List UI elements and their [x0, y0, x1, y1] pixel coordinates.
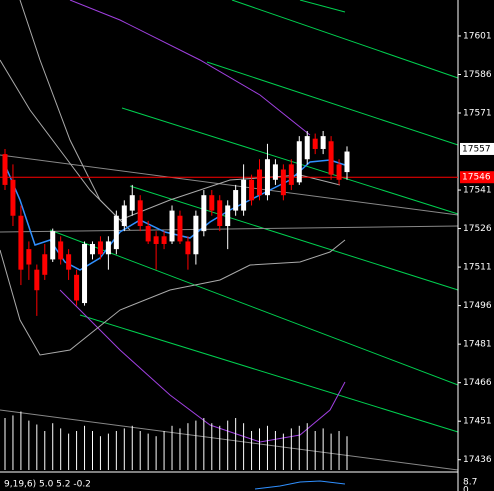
last-price-label: 17557: [462, 144, 491, 154]
indicator-lines: [0, 0, 459, 471]
candle-body: [50, 231, 56, 260]
marker-price-label: 17546: [462, 173, 491, 183]
candle-body: [121, 205, 127, 227]
candle-body: [193, 215, 199, 255]
indicator-line: [254, 480, 346, 490]
candle-body: [161, 236, 167, 244]
candle-body: [34, 269, 40, 291]
candle-body: [82, 243, 88, 304]
y-tick-label: 17541: [463, 186, 492, 196]
candle-body: [257, 169, 263, 196]
candle-body: [169, 210, 175, 242]
y-tick-label: 17451: [463, 417, 492, 427]
candle-body: [74, 274, 80, 301]
candle-body: [89, 243, 95, 255]
y-tick-label: 17496: [463, 301, 492, 311]
candle-body: [42, 254, 48, 275]
candle-body: [336, 164, 342, 180]
candle-body: [304, 136, 310, 160]
candle-body: [66, 254, 72, 270]
y-tick-label: 17571: [463, 109, 492, 119]
candle-body: [2, 154, 8, 185]
candle-body: [105, 241, 111, 255]
candle-body: [328, 141, 334, 175]
channel-lines: [49, 0, 459, 433]
y-tick-label: 17511: [463, 263, 492, 273]
candle-body: [241, 179, 247, 211]
indicator-tick-label: 8.7: [463, 478, 477, 488]
candle-body: [296, 141, 302, 183]
y-tick-label: 17466: [463, 378, 492, 388]
y-tick-label: 17481: [463, 340, 492, 350]
candle-body: [177, 215, 183, 242]
candle-body: [18, 215, 24, 270]
y-tick-label: 17586: [463, 70, 492, 80]
candle-body: [225, 205, 231, 227]
candle-body: [137, 200, 143, 227]
candle-body: [344, 151, 350, 173]
candle-body: [129, 195, 135, 211]
candle-body: [280, 169, 286, 196]
candle-body: [209, 195, 215, 211]
candle-body: [264, 159, 270, 196]
candle-body: [26, 249, 32, 265]
marker-box: [460, 171, 494, 184]
candle-body: [320, 136, 326, 149]
candle-body: [201, 195, 207, 232]
candle-body: [145, 226, 151, 242]
candle-body: [153, 236, 159, 244]
candle-body: [233, 190, 239, 211]
indicator-tick-label: 0: [463, 486, 469, 491]
candle-body: [288, 164, 294, 185]
y-tick-label: 17436: [463, 455, 492, 465]
y-tick-label: 17601: [463, 31, 492, 41]
candle-body: [97, 241, 103, 255]
candle-body: [58, 241, 64, 260]
y-tick-label: 17526: [463, 224, 492, 234]
candle-body: [185, 241, 191, 255]
candle-body: [113, 215, 119, 250]
candle-body: [10, 179, 16, 216]
candle-body: [312, 138, 318, 149]
last-price-box: [460, 142, 494, 155]
indicator-text: 9,19,6) 5.0 5.2 -0.2: [4, 480, 91, 490]
candle-body: [249, 179, 255, 201]
candle-body: [272, 164, 278, 180]
candle-body: [217, 200, 223, 227]
